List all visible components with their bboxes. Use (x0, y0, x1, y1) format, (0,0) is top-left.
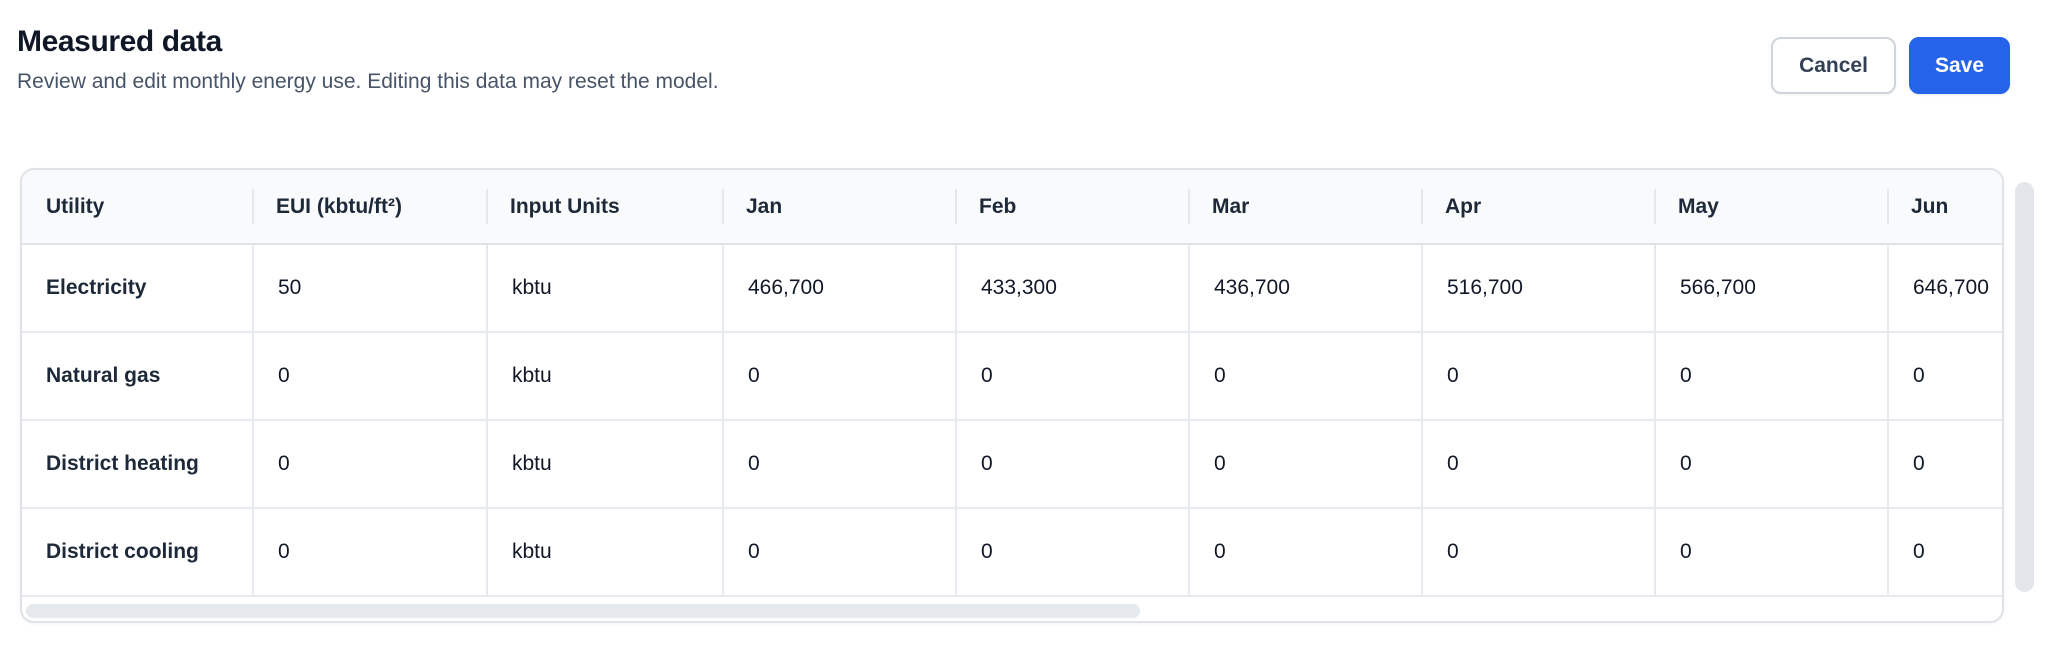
cell-mar[interactable]: 436,700 (1188, 245, 1421, 331)
cell-eui[interactable]: 0 (252, 509, 486, 595)
cell-jan[interactable]: 0 (722, 509, 955, 595)
table-row-district-cooling: District cooling 0 kbtu 0 0 0 0 0 0 (22, 509, 2002, 597)
cell-jun[interactable]: 0 (1887, 509, 2002, 595)
page-header: Measured data Review and edit monthly en… (17, 24, 719, 95)
cell-eui[interactable]: 0 (252, 421, 486, 507)
cell-jan[interactable]: 0 (722, 421, 955, 507)
cell-apr[interactable]: 516,700 (1421, 245, 1654, 331)
measured-data-table: Utility EUI (kbtu/ft²) Input Units Jan F… (20, 168, 2004, 623)
column-header-jun: Jun (1887, 170, 2002, 243)
column-header-mar: Mar (1188, 170, 1421, 243)
column-header-utility: Utility (46, 194, 105, 218)
cell-feb[interactable]: 0 (955, 509, 1188, 595)
cell-may[interactable]: 0 (1654, 333, 1887, 419)
cell-utility: Natural gas (46, 364, 161, 387)
cell-jun[interactable]: 0 (1887, 421, 2002, 507)
cell-jun[interactable]: 0 (1887, 333, 2002, 419)
cell-mar[interactable]: 0 (1188, 509, 1421, 595)
cell-mar[interactable]: 0 (1188, 333, 1421, 419)
column-header-may: May (1654, 170, 1887, 243)
cell-input-units[interactable]: kbtu (486, 421, 722, 507)
cell-input-units[interactable]: kbtu (486, 333, 722, 419)
cell-utility: District heating (46, 452, 199, 475)
cell-mar[interactable]: 0 (1188, 421, 1421, 507)
horizontal-scrollbar-thumb[interactable] (26, 604, 1140, 618)
column-header-feb: Feb (955, 170, 1188, 243)
table-row-natural-gas: Natural gas 0 kbtu 0 0 0 0 0 0 (22, 333, 2002, 421)
table-row-district-heating: District heating 0 kbtu 0 0 0 0 0 0 (22, 421, 2002, 509)
vertical-scrollbar-thumb[interactable] (2015, 182, 2034, 592)
cell-input-units[interactable]: kbtu (486, 509, 722, 595)
header-actions: Cancel Save (1771, 37, 2010, 94)
cell-feb[interactable]: 433,300 (955, 245, 1188, 331)
cell-apr[interactable]: 0 (1421, 509, 1654, 595)
cell-eui[interactable]: 0 (252, 333, 486, 419)
cell-feb[interactable]: 0 (955, 333, 1188, 419)
cell-apr[interactable]: 0 (1421, 421, 1654, 507)
cell-utility: Electricity (46, 276, 147, 299)
cell-may[interactable]: 566,700 (1654, 245, 1887, 331)
cell-eui[interactable]: 50 (252, 245, 486, 331)
page-title: Measured data (17, 25, 222, 58)
cell-feb[interactable]: 0 (955, 421, 1188, 507)
cell-input-units[interactable]: kbtu (486, 245, 722, 331)
cell-apr[interactable]: 0 (1421, 333, 1654, 419)
cell-jan[interactable]: 0 (722, 333, 955, 419)
cancel-button[interactable]: Cancel (1771, 37, 1896, 94)
column-header-jan: Jan (722, 170, 955, 243)
cell-utility: District cooling (46, 540, 199, 563)
cell-may[interactable]: 0 (1654, 421, 1887, 507)
column-header-input-units: Input Units (486, 170, 722, 243)
table-header-row: Utility EUI (kbtu/ft²) Input Units Jan F… (22, 170, 2002, 245)
save-button[interactable]: Save (1908, 37, 2010, 94)
column-header-eui: EUI (kbtu/ft²) (252, 170, 486, 243)
cell-may[interactable]: 0 (1654, 509, 1887, 595)
column-header-apr: Apr (1421, 170, 1654, 243)
page-subtitle: Review and edit monthly energy use. Edit… (17, 70, 719, 93)
cell-jun[interactable]: 646,700 (1887, 245, 2002, 331)
table-row-electricity: Electricity 50 kbtu 466,700 433,300 436,… (22, 245, 2002, 333)
cell-jan[interactable]: 466,700 (722, 245, 955, 331)
